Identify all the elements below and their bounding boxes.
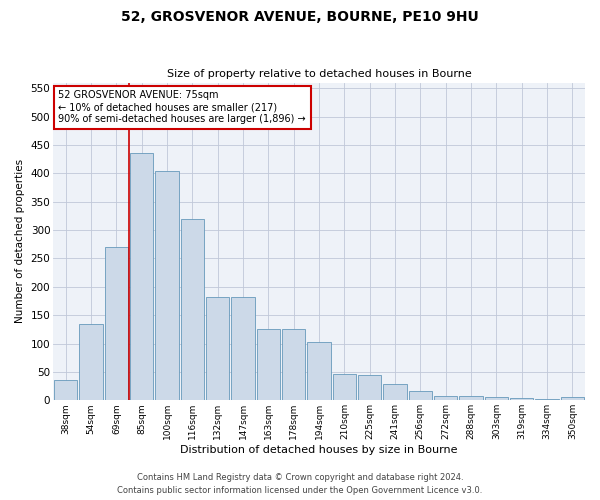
Title: Size of property relative to detached houses in Bourne: Size of property relative to detached ho… xyxy=(167,69,472,79)
Bar xyxy=(358,375,382,400)
Bar xyxy=(130,154,154,400)
Bar xyxy=(257,330,280,400)
X-axis label: Distribution of detached houses by size in Bourne: Distribution of detached houses by size … xyxy=(180,445,458,455)
Bar xyxy=(460,396,482,400)
Bar xyxy=(434,396,457,400)
Bar xyxy=(333,374,356,400)
Bar xyxy=(535,398,559,400)
Bar xyxy=(383,384,407,400)
Bar xyxy=(485,398,508,400)
Text: 52 GROSVENOR AVENUE: 75sqm
← 10% of detached houses are smaller (217)
90% of sem: 52 GROSVENOR AVENUE: 75sqm ← 10% of deta… xyxy=(58,90,306,124)
Bar xyxy=(181,218,204,400)
Text: 52, GROSVENOR AVENUE, BOURNE, PE10 9HU: 52, GROSVENOR AVENUE, BOURNE, PE10 9HU xyxy=(121,10,479,24)
Bar xyxy=(105,247,128,400)
Bar xyxy=(282,330,305,400)
Bar xyxy=(206,297,229,401)
Bar xyxy=(54,380,77,400)
Bar xyxy=(510,398,533,400)
Bar xyxy=(232,297,255,401)
Text: Contains HM Land Registry data © Crown copyright and database right 2024.
Contai: Contains HM Land Registry data © Crown c… xyxy=(118,474,482,495)
Bar xyxy=(560,398,584,400)
Bar xyxy=(409,391,432,400)
Bar xyxy=(155,170,179,400)
Bar xyxy=(307,342,331,400)
Bar xyxy=(79,324,103,400)
Y-axis label: Number of detached properties: Number of detached properties xyxy=(15,160,25,324)
